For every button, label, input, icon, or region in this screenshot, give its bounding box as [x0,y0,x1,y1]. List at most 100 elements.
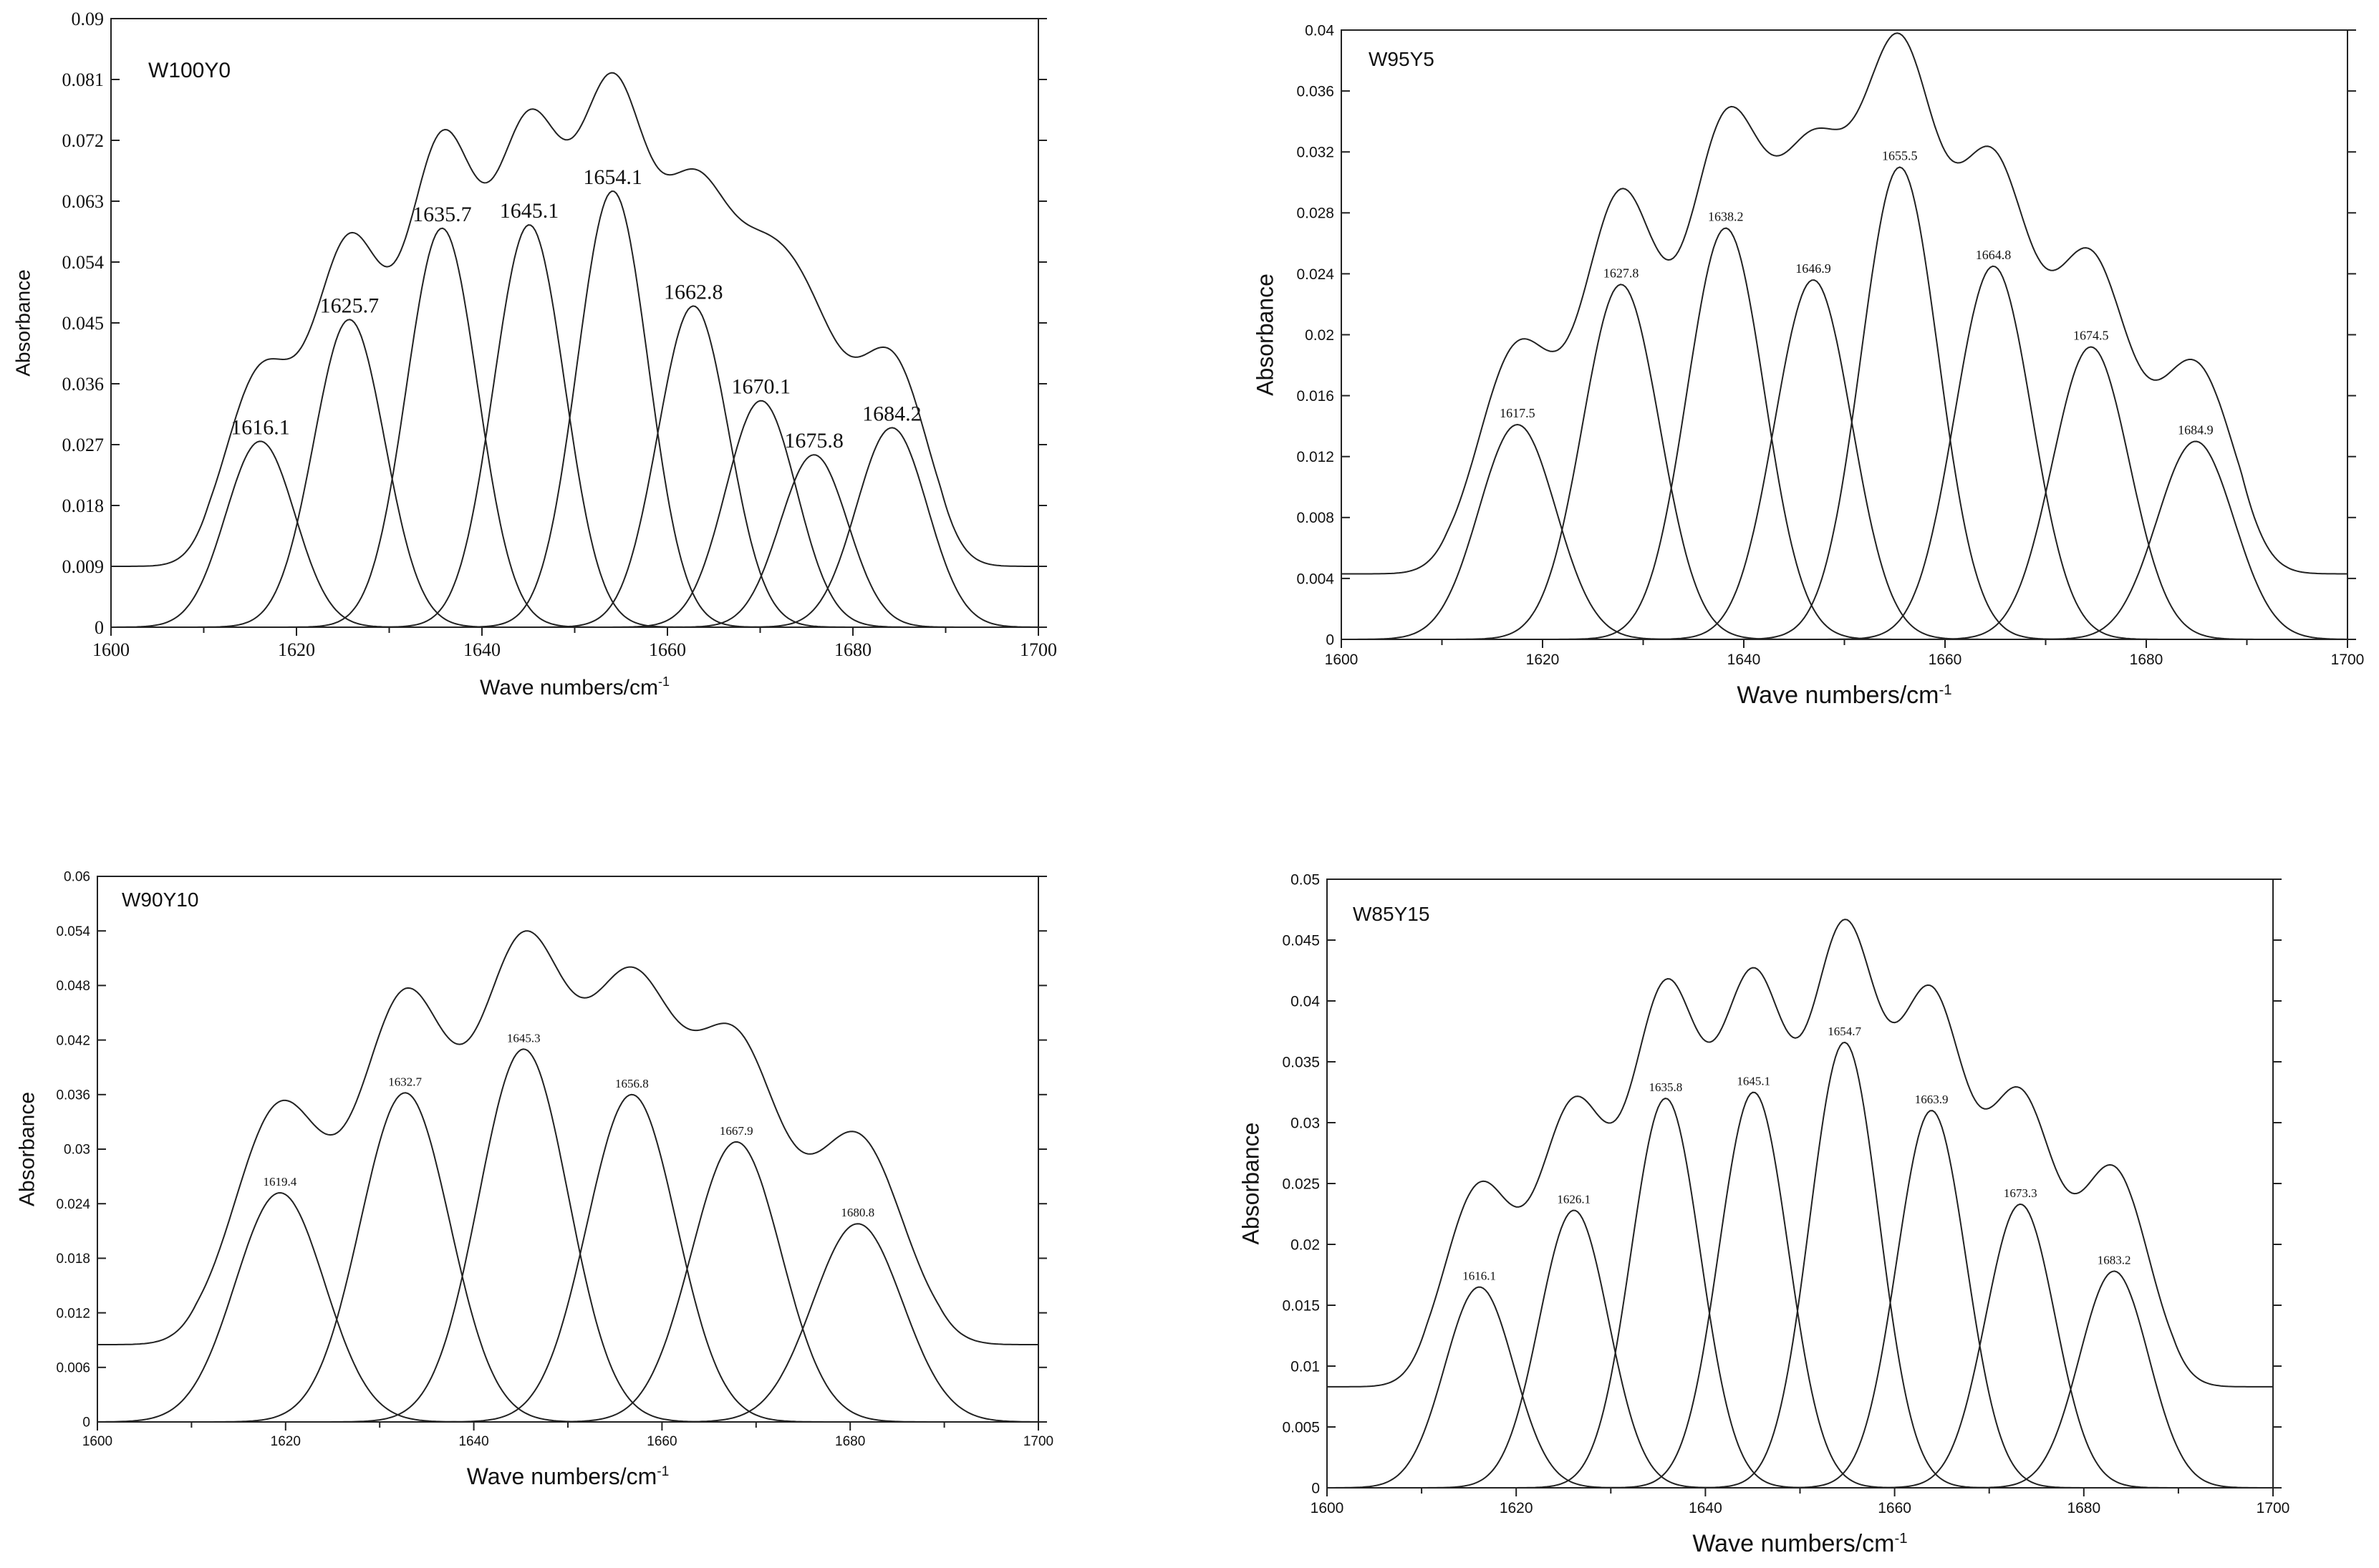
y-tick-label: 0.036 [1296,83,1334,100]
peak-label: 1664.8 [1976,248,2012,262]
plot-frame [1326,879,2274,1489]
y-tick-label: 0.024 [56,1197,90,1212]
peak-label: 1680.8 [841,1206,874,1219]
peak-label: 1654.7 [1828,1025,1861,1038]
peak-label: 1627.8 [1603,266,1639,280]
x-axis-title-superscript: -1 [1939,682,1952,698]
y-tick-label: 0.006 [56,1360,90,1375]
peak-label: 1616.1 [1462,1269,1496,1283]
chart-panel-w90y10: 0 0.006 0.012 0.018 0.024 0.03 0.036 0.042 0.048… [16,870,1054,1489]
peak-label: 1673.3 [2004,1186,2037,1200]
y-axis-title: Absorbance [16,1092,39,1206]
fitted-peak-curve [1327,1110,2273,1489]
y-tick-label: 0.02 [1290,1237,1320,1253]
y-tick-label: 0.008 [1296,510,1334,526]
fitted-peak-curve [1341,423,2347,640]
chart-title: W90Y10 [122,889,198,911]
envelope-curve [1327,919,2273,1388]
y-tick-label: 0.024 [1296,266,1334,283]
y-tick-label: 0.054 [62,252,105,273]
x-axis-title-superscript: -1 [658,674,670,689]
envelope-curve [97,930,1038,1345]
y-tick-label: 0.015 [1282,1297,1320,1314]
y-tick-label: 0 [82,1415,90,1431]
x-axis-title: Wave numbers/cm-1 [480,674,670,700]
y-tick-label: 0.028 [1296,205,1334,222]
y-tick-label: 0.027 [62,435,105,455]
envelope-curve [1341,32,2347,575]
x-tick-label: 1600 [1311,1500,1344,1516]
peak-label: 1626.1 [1557,1192,1591,1206]
peak-label: 1617.5 [1500,406,1535,420]
y-tick-label: 0.04 [1290,993,1320,1010]
y-tick-label: 0 [1326,631,1334,648]
x-tick-label: 1660 [647,1434,677,1449]
x-tick-label: 1620 [278,639,315,660]
x-axis-title-text: Wave numbers/cm [467,1463,657,1489]
peak-label: 1625.7 [320,294,380,317]
peak-label: 1645.3 [507,1031,541,1045]
peak-label: 1619.4 [264,1175,297,1189]
x-tick-label: 1620 [1500,1500,1533,1516]
x-axis-title: Wave numbers/cm-1 [1692,1530,1907,1557]
y-tick-label: 0.054 [56,924,90,939]
x-tick-label: 1600 [1325,652,1359,668]
y-tick-label: 0.04 [1305,22,1334,39]
fitted-peak-curve [111,319,1038,628]
fitted-peak-curve [97,1223,1038,1423]
y-axis-title: Absorbance [11,269,34,376]
x-axis-title-text: Wave numbers/cm [480,676,658,700]
chart-title: W100Y0 [148,59,231,82]
y-tick-label: 0.005 [1282,1419,1320,1436]
y-tick-label: 0.036 [56,1088,90,1103]
y-tick-label: 0.035 [1282,1054,1320,1070]
y-tick-label: 0.012 [56,1306,90,1321]
peak-label: 1662.8 [664,280,723,304]
y-tick-label: 0.032 [1296,145,1334,161]
fitted-peak-curve [97,1191,1038,1423]
y-tick-label: 0.06 [64,870,90,885]
chart-panel-w100y0: 0 0.009 0.018 0.027 0.036 0.045 0.054 0.063 0.07… [11,9,1057,700]
peak-label: 1655.5 [1882,148,1918,163]
x-tick-label: 1660 [1878,1500,1911,1516]
peak-label: 1684.2 [862,402,922,425]
x-tick-label: 1600 [92,639,130,660]
x-axis-title: Wave numbers/cm-1 [467,1463,670,1489]
fitted-peak-curve [97,1048,1038,1423]
peak-label: 1638.2 [1708,210,1744,224]
x-axis-title-text: Wave numbers/cm [1692,1530,1894,1557]
chart-panel-w85y15: 0 0.005 0.01 0.015 0.02 0.025 0.03 0.035 0.04 0.0… [1237,871,2289,1557]
y-tick-label: 0.042 [56,1033,90,1048]
fitted-peak-curve [1341,166,2347,640]
fitted-peak-curve [1341,265,2347,640]
y-tick-label: 0.009 [62,556,105,577]
fitted-peak-curve [1327,1209,2273,1489]
x-axis-title: Wave numbers/cm-1 [1737,682,1951,709]
fitted-peak-curve [1327,1270,2273,1489]
y-tick-label: 0.03 [1290,1115,1320,1131]
fitted-peak-curve [111,454,1038,628]
y-tick-label: 0.036 [62,374,105,395]
envelope-curve [111,72,1038,567]
x-axis-title-superscript: -1 [1895,1531,1908,1547]
chart-title: W95Y5 [1369,48,1434,70]
x-tick-label: 1640 [1727,652,1761,668]
x-tick-label: 1680 [2067,1500,2100,1516]
fitted-peak-curve [1341,284,2347,640]
chart-panel-w95y5: 0 0.004 0.008 0.012 0.016 0.02 0.024 0.028 0.032… [1252,22,2364,709]
peak-label: 1635.8 [1649,1080,1683,1094]
y-axis-title: Absorbance [1237,1123,1263,1245]
y-axis-title: Absorbance [1252,274,1278,396]
y-tick-label: 0.012 [1296,449,1334,465]
x-axis-title-superscript: -1 [657,1464,669,1479]
x-tick-label: 1700 [1020,639,1057,660]
plot-frame [110,18,1039,628]
x-tick-label: 1660 [649,639,686,660]
peak-label: 1645.1 [1737,1075,1770,1088]
peak-label: 1683.2 [2098,1253,2131,1267]
y-tick-label: 0.09 [72,9,105,29]
y-tick-label: 0.018 [56,1252,90,1267]
y-tick-label: 0.004 [1296,571,1334,587]
fitted-peak-curve [1341,279,2347,640]
x-tick-label: 1640 [1689,1500,1722,1516]
